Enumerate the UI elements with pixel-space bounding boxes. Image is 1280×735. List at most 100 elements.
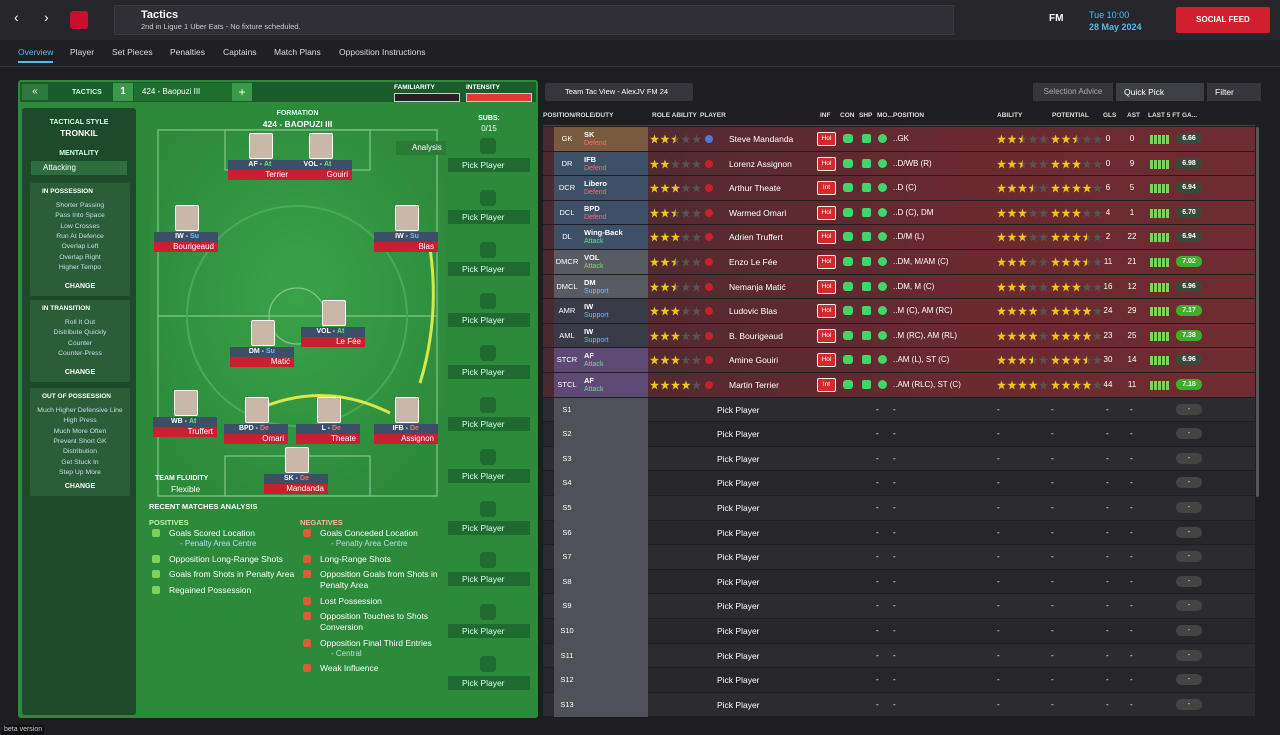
sub-row[interactable] <box>543 397 1255 422</box>
player-portrait[interactable] <box>245 397 269 423</box>
sub-pick[interactable]: Pick Player <box>717 404 760 415</box>
pick-player[interactable]: Pick Player <box>448 468 530 483</box>
table-row[interactable] <box>543 274 1255 299</box>
sub-pick[interactable]: Pick Player <box>717 503 760 513</box>
sub-pick[interactable]: Pick Player <box>717 626 760 636</box>
player-name[interactable]: Le Fée <box>336 337 361 346</box>
change-button[interactable]: CHANGE <box>64 369 96 376</box>
tab[interactable]: Overview <box>18 47 54 63</box>
column-header[interactable]: INF <box>820 112 831 119</box>
sub-pick[interactable]: Pick Player <box>717 601 760 612</box>
column-header[interactable]: MO... <box>877 112 893 119</box>
pick-player[interactable]: Pick Player <box>448 520 530 535</box>
selection-advice[interactable]: Selection Advice <box>1033 83 1113 101</box>
filter[interactable]: Filter <box>1207 83 1261 101</box>
change-button[interactable]: CHANGE <box>64 283 96 290</box>
player-name[interactable]: Terrier <box>265 170 288 179</box>
column-header[interactable]: GLS <box>1103 112 1117 119</box>
pick-player[interactable]: Pick Player <box>448 676 530 690</box>
table-row[interactable] <box>543 348 1255 372</box>
sub-row[interactable] <box>543 446 1255 471</box>
formation[interactable]: 424 - BAOPUZI III <box>262 119 333 129</box>
tab[interactable]: Penalties <box>170 47 205 57</box>
player-portrait[interactable] <box>309 133 333 159</box>
sub-row[interactable] <box>543 569 1255 594</box>
player-name[interactable]: Amine Gouiri <box>729 355 779 366</box>
pick-player[interactable]: Pick Player <box>448 624 530 639</box>
sub-pick[interactable]: Pick Player <box>717 552 760 563</box>
player-name[interactable]: Truffert <box>187 427 213 436</box>
sub-row[interactable] <box>543 422 1255 446</box>
table-row[interactable] <box>543 151 1255 176</box>
player-name[interactable]: Omari <box>262 434 284 443</box>
player-name[interactable]: Assignon <box>401 434 434 443</box>
column-header[interactable]: PLAYER <box>700 112 726 119</box>
sub-pick[interactable]: Pick Player <box>717 650 760 661</box>
column-header[interactable]: LAST 5 FT GA... <box>1148 112 1198 119</box>
tab[interactable]: Player <box>70 47 95 57</box>
add-tactic[interactable]: + <box>232 83 252 101</box>
player-name[interactable]: Mandanda <box>286 484 324 493</box>
player-portrait[interactable] <box>395 205 419 231</box>
nav-back[interactable]: ‹ <box>14 9 19 25</box>
table-row[interactable] <box>543 176 1255 200</box>
player-name[interactable]: Blas <box>418 242 434 251</box>
social-feed[interactable]: SOCIAL FEED <box>1176 7 1270 33</box>
table-row[interactable] <box>543 225 1255 249</box>
player-name[interactable]: Lorenz Assignon <box>729 158 792 169</box>
sub-pick[interactable]: Pick Player <box>717 429 760 440</box>
quick-pick[interactable]: Quick Pick <box>1116 83 1204 101</box>
column-header[interactable]: ROLE ABILITY <box>652 112 697 119</box>
player-portrait[interactable] <box>249 133 273 159</box>
pick-player[interactable]: Pick Player <box>448 365 530 380</box>
pick-player[interactable]: Pick Player <box>448 572 530 587</box>
player-portrait[interactable] <box>175 205 199 231</box>
sub-row[interactable] <box>543 643 1255 668</box>
table-row[interactable] <box>543 373 1255 397</box>
pick-player[interactable]: Pick Player <box>448 261 530 276</box>
pick-player[interactable]: Pick Player <box>448 417 530 431</box>
player-name[interactable]: Steve Mandanda <box>729 134 794 144</box>
player-portrait[interactable] <box>174 390 198 416</box>
player-name[interactable]: Bourigeaud <box>173 242 214 251</box>
player-name[interactable]: Ludovic Blas <box>729 306 778 317</box>
column-header[interactable]: POSITION/ROLE/DUTY <box>543 112 614 119</box>
sub-row[interactable] <box>543 496 1255 520</box>
sub-row[interactable] <box>543 471 1255 495</box>
sub-row[interactable] <box>543 692 1255 717</box>
player-portrait[interactable] <box>322 300 346 326</box>
analysis-button[interactable]: Analysis <box>396 141 446 155</box>
player-portrait[interactable] <box>285 447 309 473</box>
sub-row[interactable] <box>543 520 1255 545</box>
sub-pick[interactable]: Pick Player <box>717 675 760 686</box>
sub-row[interactable] <box>543 594 1255 618</box>
column-header[interactable]: ABILITY <box>997 112 1023 119</box>
sub-pick[interactable]: Pick Player <box>717 527 760 538</box>
analysis-title[interactable]: RECENT MATCHES ANALYSIS <box>149 502 258 511</box>
column-header[interactable]: CON <box>840 112 855 119</box>
column-header[interactable]: AST <box>1127 112 1140 119</box>
sub-row[interactable] <box>543 668 1255 692</box>
player-name[interactable]: Adrien Truffert <box>729 232 783 243</box>
collapse[interactable]: « <box>22 84 48 100</box>
sub-pick[interactable]: Pick Player <box>717 478 760 489</box>
column-header[interactable]: SHP <box>859 112 873 119</box>
player-name[interactable]: Martin Terrier <box>729 380 779 390</box>
sub-row[interactable] <box>543 545 1255 569</box>
column-header[interactable]: POTENTIAL <box>1052 112 1089 119</box>
change-button[interactable]: CHANGE <box>64 483 96 490</box>
view-select[interactable]: Team Tac View - AlexJV FM 24 <box>545 83 693 101</box>
player-name[interactable]: Gouiri <box>326 170 348 179</box>
pick-player[interactable]: Pick Player <box>448 209 530 224</box>
player-name[interactable]: Matić <box>270 357 290 366</box>
tab[interactable]: Match Plans <box>274 47 321 57</box>
table-row[interactable] <box>543 323 1255 348</box>
sub-pick[interactable]: Pick Player <box>717 699 760 710</box>
table-row[interactable] <box>543 299 1255 323</box>
column-header[interactable]: POSITION <box>893 112 925 119</box>
player-portrait[interactable] <box>317 397 341 423</box>
pick-player[interactable]: Pick Player <box>448 158 530 172</box>
sub-pick[interactable]: Pick Player <box>717 576 760 587</box>
player-name[interactable]: Warmed Omari <box>729 207 787 218</box>
sub-pick[interactable]: Pick Player <box>717 453 760 464</box>
